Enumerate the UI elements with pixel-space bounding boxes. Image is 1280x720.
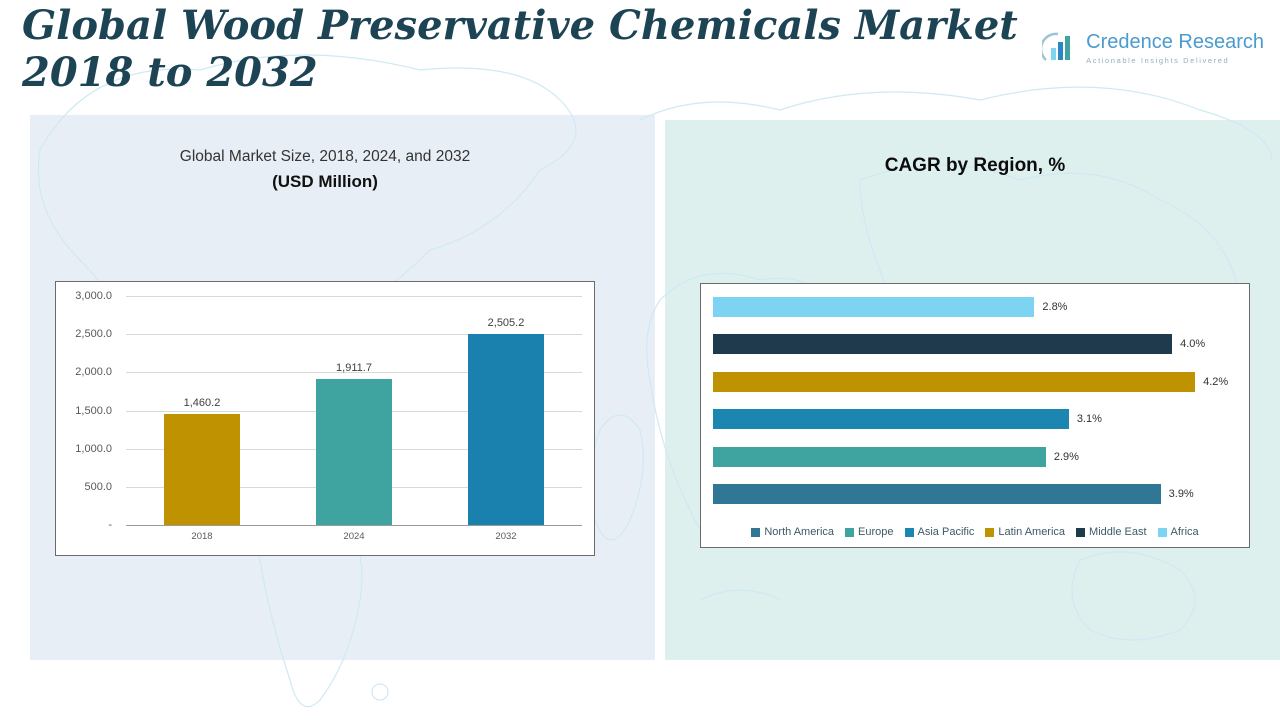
market-size-plot: 1,460.2 2018 1,911.7 2024 2,505.2 2032 xyxy=(126,296,582,542)
y-tick-label: 2,500.0 xyxy=(75,328,112,341)
bar-2032 xyxy=(468,333,544,525)
legend-item-middle-east: Middle East xyxy=(1076,526,1147,538)
cagr-bar-europe xyxy=(713,446,1046,467)
cagr-row-middle-east: 4.0% xyxy=(713,333,1241,355)
cagr-bar-asia-pacific xyxy=(713,409,1069,430)
market-size-chart-heading: Global Market Size, 2018, 2024, and 2032… xyxy=(55,148,595,192)
x-tick-label: 2032 xyxy=(495,531,517,542)
legend-swatch-europe xyxy=(845,527,855,537)
legend-item-africa: Africa xyxy=(1157,526,1199,538)
legend-label: Africa xyxy=(1170,526,1199,538)
cagr-bar-latin-america xyxy=(713,371,1196,392)
gridline xyxy=(126,525,582,526)
bar-value-label: 2,505.2 xyxy=(487,316,525,329)
legend-swatch-africa xyxy=(1157,527,1167,537)
y-tick-label: 500.0 xyxy=(84,480,112,493)
cagr-value-label: 2.9% xyxy=(1053,450,1079,463)
y-tick-label: - xyxy=(108,519,112,531)
bar-2018 xyxy=(163,413,240,525)
y-tick-label: 1,000.0 xyxy=(75,442,112,455)
legend-label: Middle East xyxy=(1089,526,1147,538)
cagr-chart: 2.8% 4.0% 4.2% 3.1% 2.9% 3.9% North America Eu… xyxy=(700,283,1250,548)
credence-logo-icon xyxy=(1042,32,1071,61)
cagr-value-label: 4.0% xyxy=(1180,338,1206,351)
cagr-value-label: 3.1% xyxy=(1076,413,1102,426)
cagr-chart-title: CAGR by Region, % xyxy=(884,155,1066,176)
x-tick-label: 2018 xyxy=(191,531,213,542)
legend-label: Europe xyxy=(858,526,894,538)
legend-swatch-middle-east xyxy=(1076,527,1086,537)
y-tick-label: 3,000.0 xyxy=(75,290,112,302)
legend-label: Latin America xyxy=(998,526,1066,538)
gridline xyxy=(126,372,582,374)
cagr-row-latin-america: 4.2% xyxy=(713,371,1241,393)
cagr-bar-middle-east xyxy=(713,334,1173,355)
legend-swatch-asia-pacific xyxy=(904,527,914,537)
cagr-value-label: 4.2% xyxy=(1203,375,1229,388)
cagr-bars: 2.8% 4.0% 4.2% 3.1% 2.9% 3.9% xyxy=(713,296,1241,505)
cagr-row-europe: 2.9% xyxy=(713,446,1241,468)
gridline xyxy=(126,296,582,297)
legend-item-europe: Europe xyxy=(845,526,894,538)
logo-name: Credence Research xyxy=(1086,31,1264,53)
logo-tagline: Actionable Insights Delivered xyxy=(1086,56,1230,65)
logo-text: Credence Research Actionable Insights De… xyxy=(1086,31,1264,65)
credence-logo: Credence Research Actionable Insights De… xyxy=(1042,30,1264,66)
y-tick-label: 2,000.0 xyxy=(75,366,112,379)
bar-value-label: 1,911.7 xyxy=(336,362,372,375)
market-size-chart-subtitle: (USD Million) xyxy=(272,172,378,191)
cagr-bar-africa xyxy=(713,297,1035,317)
market-size-chart: 3,000.0 2,500.0 2,000.0 1,500.0 1,000.0 500.0… xyxy=(55,281,595,556)
market-size-yaxis: 3,000.0 2,500.0 2,000.0 1,500.0 1,000.0 500.0… xyxy=(60,290,118,531)
legend-item-latin-america: Latin America xyxy=(985,526,1065,538)
cagr-legend: North America Europe Asia Pacific Latin Ame… xyxy=(701,526,1249,538)
x-tick-label: 2024 xyxy=(343,531,365,542)
bar-value-label: 1,460.2 xyxy=(183,396,221,409)
gridline xyxy=(126,334,582,336)
market-size-chart-title: Global Market Size, 2018, 2024, and 2032 xyxy=(179,148,471,165)
page-title: Global Wood Preservative Chemicals Marke… xyxy=(22,2,1018,97)
y-tick-label: 1,500.0 xyxy=(75,404,112,417)
cagr-bar-north-america xyxy=(713,483,1161,504)
legend-label: North America xyxy=(764,526,835,538)
cagr-row-africa: 2.8% xyxy=(713,296,1241,318)
legend-item-asia-pacific: Asia Pacific xyxy=(904,526,975,538)
cagr-row-north-america: 3.9% xyxy=(713,483,1241,505)
cagr-value-label: 2.8% xyxy=(1042,301,1068,313)
legend-swatch-north-america xyxy=(751,527,761,537)
legend-label: Asia Pacific xyxy=(917,526,975,538)
cagr-row-asia-pacific: 3.1% xyxy=(713,408,1241,430)
cagr-value-label: 3.9% xyxy=(1168,487,1194,500)
legend-item-north-america: North America xyxy=(751,526,834,538)
legend-swatch-latin-america xyxy=(985,527,995,537)
bar-2024 xyxy=(316,379,392,525)
